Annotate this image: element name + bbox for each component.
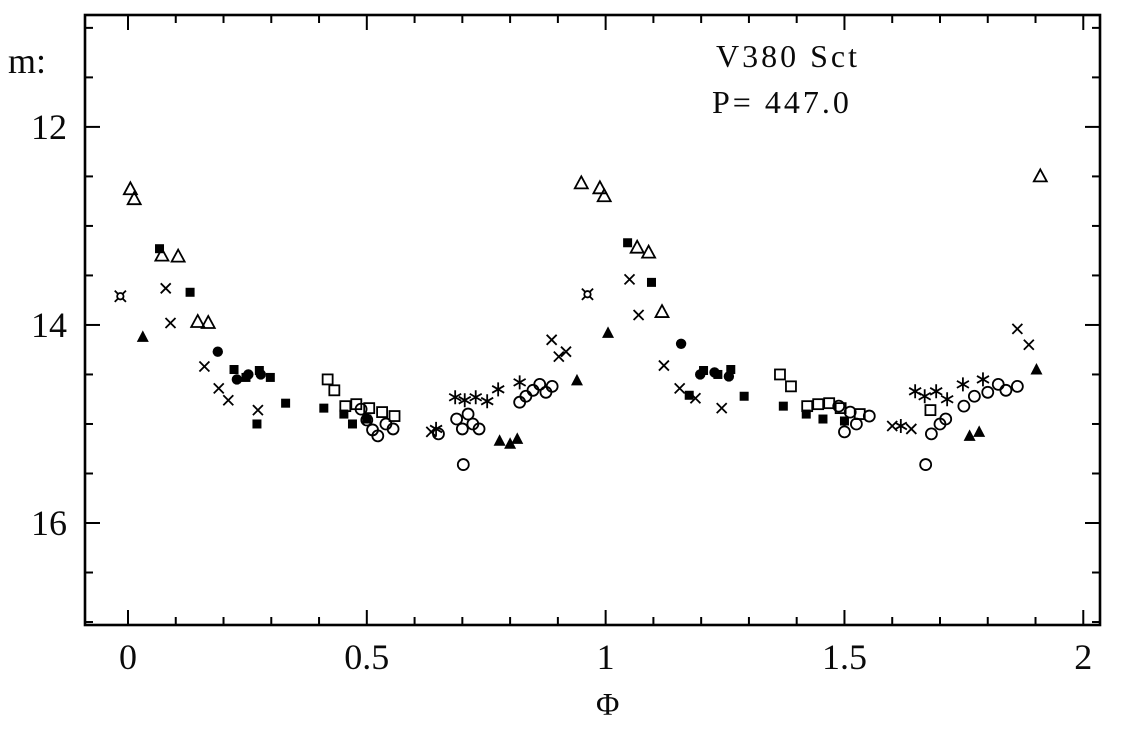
series-asterisk xyxy=(429,372,990,436)
svg-text:0: 0 xyxy=(119,637,137,677)
series-filled-square xyxy=(155,238,849,429)
tick-labels: 0 0.5 1 1.5 2 12 14 16 xyxy=(31,107,1092,677)
data-points xyxy=(114,167,1049,471)
svg-text:12: 12 xyxy=(31,107,67,147)
series-open-square xyxy=(321,368,937,422)
axis-ticks xyxy=(85,15,1100,625)
plot-frame xyxy=(83,13,1102,627)
series-open-star xyxy=(114,288,594,303)
svg-text:16: 16 xyxy=(31,503,67,543)
star-name-title: V380 Sct xyxy=(716,38,860,74)
series-filled-triangle xyxy=(136,326,1043,449)
period-title: P= 447.0 xyxy=(712,84,852,120)
series-cross xyxy=(160,273,1035,438)
x-axis-label: Φ xyxy=(596,686,620,722)
y-axis-label: m: xyxy=(8,41,47,81)
series-filled-circle xyxy=(212,338,735,385)
svg-text:1.5: 1.5 xyxy=(822,637,867,677)
svg-text:0.5: 0.5 xyxy=(344,637,389,677)
svg-text:2: 2 xyxy=(1074,637,1092,677)
svg-text:1: 1 xyxy=(597,637,615,677)
svg-text:14: 14 xyxy=(31,305,67,345)
series-open-triangle xyxy=(122,167,1049,329)
